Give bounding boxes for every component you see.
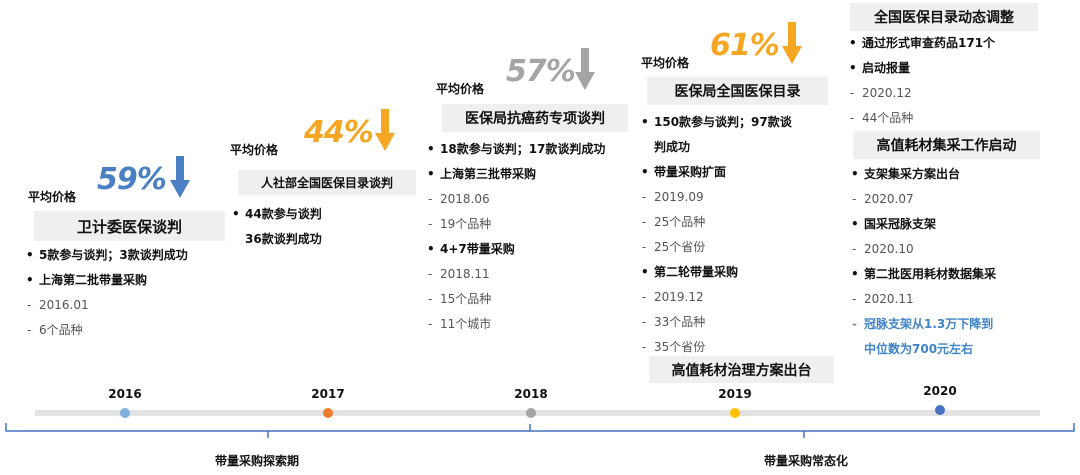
list-item: 2020.10 [849,237,996,262]
avg-price-label-2019: 平均价格 [641,56,690,70]
percent-2016: 59% [97,162,167,197]
timeline-dot-2016 [120,408,130,418]
milestone-title-2017: 人社部全国医保目录谈判 [238,170,416,195]
list-item: 18款参与谈判；17款谈判成功 [425,137,605,162]
list-item: 5款参与谈判；3款谈判成功 [24,243,188,268]
milestone-list-2018: 18款参与谈判；17款谈判成功上海第三批带采购2018.0619个品种4+7带量… [425,137,605,337]
list-item: 中位数为700元左右 [864,342,974,356]
milestone-title-2018: 医保局抗癌药专项谈判 [442,104,628,132]
list-item: 2018.11 [425,262,605,287]
list-item: 44个品种 [847,106,995,131]
list-item: 4+7带量采购 [425,237,605,262]
list-item: 44款参与谈判 [230,202,322,227]
milestone-title-2016: 卫计委医保谈判 [34,211,225,241]
arrow-down-icon-2018 [575,48,595,90]
period-bracket [5,423,1075,432]
milestone-subtitle-2020: 高值耗材集采工作启动 [853,131,1040,159]
list-item: 35个省份 [639,335,792,360]
year-2018: 2018 [514,387,548,401]
list-item: 2020.07 [849,187,996,212]
list-item: 2020.12 [847,81,995,106]
list-item: 国采冠脉支架 [849,212,996,237]
arrow-down-icon-2019 [782,22,802,64]
avg-price-label-2018: 平均价格 [436,82,485,96]
list-item: 第二批医用耗材数据集采 [849,262,996,287]
timeline-dot-2019 [730,408,740,418]
year-2017: 2017 [311,387,345,401]
milestone-title-2020: 全国医保目录动态调整 [850,3,1038,31]
milestone-list-2020: 通过形式审查药品171个启动报量2020.1244个品种 [847,31,995,131]
timeline-dot-2017 [323,408,333,418]
arrow-down-icon-2017 [375,109,395,151]
year-2016: 2016 [108,387,142,401]
timeline-dot-2018 [526,408,536,418]
milestone-title-2019: 医保局全国医保目录 [647,77,828,105]
list-item: 36款谈判成功 [245,232,322,246]
list-item: 11个城市 [425,312,605,337]
list-item: 带量采购扩面 [639,160,792,185]
list-item: 上海第三批带采购 [425,162,605,187]
list-item: 25个品种 [639,210,792,235]
percent-2017: 44% [304,115,374,150]
list-item: 第二轮带量采购 [639,260,792,285]
milestone-sublist-2020: 支架集采方案出台2020.07国采冠脉支架2020.10第二批医用耗材数据集采2… [849,162,996,362]
list-item: 判成功 [654,140,691,154]
list-item: 启动报量 [847,56,995,81]
list-item: 150款参与谈判；97款谈 [639,110,792,135]
list-item: 19个品种 [425,212,605,237]
milestone-list-2019: 150款参与谈判；97款谈判成功带量采购扩面2019.0925个品种25个省份第… [639,110,792,360]
list-item: 25个省份 [639,235,792,260]
percent-2019: 61% [710,28,780,63]
list-item: 2019.09 [639,185,792,210]
year-2019: 2019 [718,387,752,401]
period-normalization: 带量采购常态化 [764,454,849,468]
timeline-dot-2020 [935,405,945,415]
avg-price-label-2017: 平均价格 [230,143,279,157]
list-item: 6个品种 [24,318,188,343]
list-item: 2018.06 [425,187,605,212]
list-item: 冠脉支架从1.3万下降到 [849,312,996,337]
arrow-down-icon-2016 [170,156,190,198]
list-item: 33个品种 [639,310,792,335]
list-item: 支架集采方案出台 [849,162,996,187]
year-2020: 2020 [923,384,957,398]
list-item: 2016.01 [24,293,188,318]
avg-price-label-2016: 平均价格 [28,190,77,204]
list-item: 通过形式审查药品171个 [847,31,995,56]
percent-2018: 57% [506,54,576,89]
milestone-list-2017: 44款参与谈判 36款谈判成功 [230,202,322,252]
list-item: 2019.12 [639,285,792,310]
milestone-footer-title-2019: 高值耗材治理方案出台 [649,356,834,383]
list-item: 15个品种 [425,287,605,312]
period-exploration: 带量采购探索期 [215,454,300,468]
milestone-list-2016: 5款参与谈判；3款谈判成功上海第二批带量采购2016.016个品种 [24,243,188,343]
list-item: 2020.11 [849,287,996,312]
list-item: 上海第二批带量采购 [24,268,188,293]
